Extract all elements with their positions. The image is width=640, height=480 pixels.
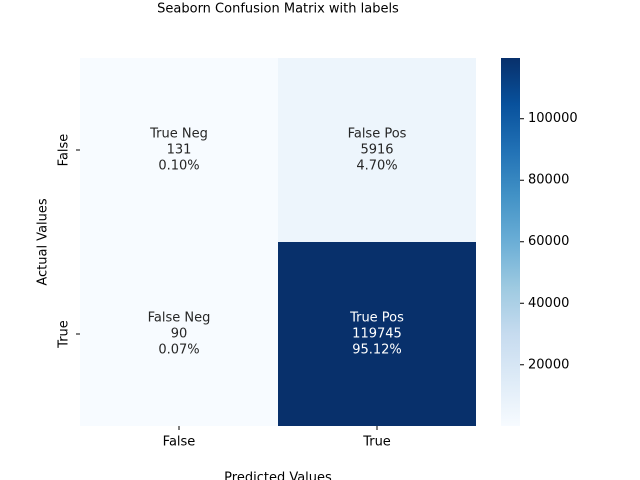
cell-percent: 0.10% [158,159,199,174]
y-tick-label: False [57,134,72,167]
heatmap-cell [80,58,278,242]
cell-name: False Pos [348,127,407,142]
cell-percent: 0.07% [158,343,199,358]
y-axis-label: Actual Values [36,198,51,286]
cell-count: 5916 [360,143,393,158]
cell-count: 90 [171,327,188,342]
colorbar-tick-label: 100000 [528,111,578,126]
cell-name: False Neg [148,311,211,326]
heatmap-cell [278,58,476,242]
colorbar-tick-label: 60000 [528,234,569,249]
colorbar-tick-label: 20000 [528,357,569,372]
heatmap-cell [80,242,278,426]
cell-percent: 4.70% [356,159,397,174]
cell-percent: 95.12% [352,343,402,358]
colorbar-tick-label: 80000 [528,173,569,188]
chart-title: Seaborn Confusion Matrix with labels [157,2,399,17]
cell-count: 131 [167,143,192,158]
cell-count: 119745 [352,327,402,342]
y-tick-label: True [57,320,72,349]
colorbar-tick-label: 40000 [528,296,569,311]
colorbar [501,58,520,426]
x-tick-label: False [163,435,196,450]
cell-name: True Neg [149,127,208,142]
heatmap-cell [278,242,476,426]
x-tick-label: True [362,435,391,450]
cell-name: True Pos [349,311,404,326]
x-axis-label: Predicted Values [224,471,332,480]
